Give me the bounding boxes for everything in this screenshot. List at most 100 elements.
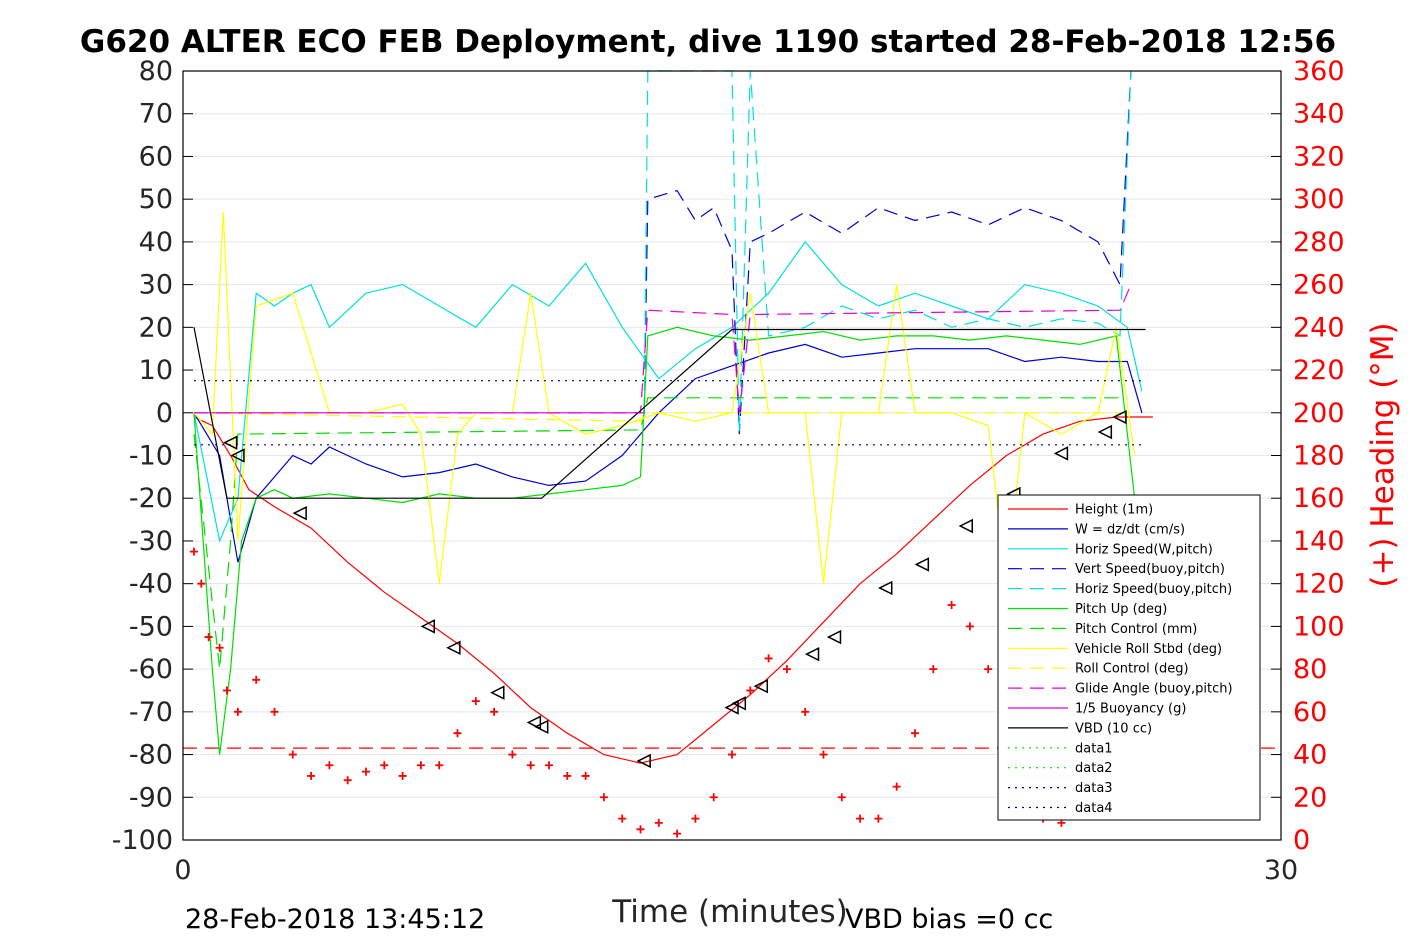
right-tick-label: 260	[1293, 270, 1345, 301]
right-axis-ticks: 3603403203002802602402202001801601401201…	[1293, 56, 1345, 856]
heading-marker	[471, 697, 480, 706]
triangle-marker	[958, 518, 973, 534]
right-tick-label: 340	[1293, 99, 1345, 130]
x-axis-label: Time (minutes)	[611, 894, 847, 930]
triangle-marker	[1112, 409, 1127, 425]
series-line-6	[193, 397, 1128, 670]
right-tick-label: 360	[1293, 56, 1345, 87]
legend-label-0: Height (1m)	[1075, 503, 1153, 518]
heading-marker	[435, 761, 444, 770]
triangle-marker	[230, 448, 245, 463]
heading-marker	[270, 707, 279, 716]
left-tick-label: 0	[156, 398, 173, 429]
right-tick-label: 240	[1293, 312, 1345, 343]
heading-marker	[508, 750, 517, 759]
heading-marker	[252, 675, 261, 684]
heading-marker	[189, 547, 198, 556]
heading-marker	[563, 771, 572, 780]
legend-label-15: data4	[1075, 801, 1113, 816]
heading-marker	[728, 750, 736, 759]
legend-label-4: Horiz Speed(buoy,pitch)	[1075, 582, 1232, 597]
heading-marker	[911, 729, 919, 738]
right-tick-label: 120	[1293, 569, 1345, 600]
heading-marker	[343, 776, 352, 785]
legend-label-13: data2	[1075, 761, 1113, 776]
left-tick-label: -60	[129, 654, 173, 685]
legend-label-6: Pitch Control (mm)	[1075, 622, 1197, 637]
heading-marker	[307, 771, 316, 780]
legend-label-12: data1	[1075, 741, 1113, 756]
heading-marker	[416, 761, 425, 770]
triangle-marker	[222, 435, 238, 450]
legend: Height (1m) W = dz/dt (cm/s) Horiz Speed(W…	[997, 494, 1261, 821]
left-tick-label: -80	[129, 740, 173, 771]
series-line-3	[643, 70, 1132, 435]
triangle-marker	[731, 696, 747, 711]
heading-marker	[837, 793, 846, 802]
legend-label-8: Roll Control (deg)	[1075, 662, 1189, 677]
plot-area	[182, 70, 1282, 841]
heading-marker	[490, 707, 499, 716]
right-axis-label: (+) Heading (°M)	[1365, 322, 1401, 587]
left-tick-label: -20	[129, 483, 173, 514]
series-line-9	[194, 284, 1132, 414]
heading-marker	[947, 601, 956, 610]
right-tick-label: 80	[1293, 654, 1327, 685]
heading-marker	[288, 750, 297, 759]
heading-marker	[984, 665, 993, 674]
triangle-marker	[878, 580, 893, 596]
footer-vbd-bias: VBD bias =0 cc	[845, 904, 1053, 935]
left-tick-label: 10	[139, 355, 173, 386]
heading-marker	[782, 665, 791, 674]
series-line-8	[193, 412, 1128, 422]
legend-label-11: VBD (10 cc)	[1075, 721, 1152, 736]
right-tick-label: 200	[1293, 398, 1345, 429]
legend-items: Height (1m) W = dz/dt (cm/s) Horiz Speed(W…	[1008, 503, 1233, 816]
left-tick-label: 50	[139, 184, 173, 215]
legend-label-2: Horiz Speed(W,pitch)	[1075, 542, 1213, 557]
series-line-0	[193, 416, 1153, 764]
right-tick-label: 280	[1293, 227, 1345, 258]
left-tick-label: 30	[139, 270, 173, 301]
heading-marker	[801, 707, 810, 716]
heading-marker	[636, 825, 645, 834]
x-tick-label: 30	[1264, 855, 1298, 886]
heading-marker	[618, 814, 627, 823]
heading-marker	[581, 771, 590, 780]
right-tick-label: 140	[1293, 526, 1345, 557]
legend-label-9: Glide Angle (buoy,pitch)	[1075, 682, 1233, 697]
heading-marker	[215, 643, 224, 652]
left-tick-label: 70	[139, 99, 173, 130]
left-tick-label: 40	[139, 227, 173, 258]
heading-marker	[204, 633, 213, 642]
left-tick-label: -30	[129, 526, 173, 557]
left-tick-label: -100	[112, 825, 173, 856]
heading-marker	[545, 761, 553, 770]
heading-marker	[599, 793, 608, 802]
triangle-marker	[636, 753, 651, 769]
triangle-marker	[724, 700, 739, 715]
triangle-marker	[526, 715, 542, 730]
plot-border	[182, 70, 1282, 841]
left-tick-label: 60	[139, 141, 173, 172]
right-tick-label: 0	[1293, 825, 1310, 856]
heading-marker	[892, 782, 901, 791]
heading-marker	[746, 686, 755, 695]
legend-label-14: data3	[1075, 781, 1113, 796]
triangle-marker	[534, 719, 549, 734]
right-tick-label: 220	[1293, 355, 1345, 386]
triangle-marker	[446, 640, 461, 655]
legend-label-7: Vehicle Roll Stbd (deg)	[1075, 642, 1222, 657]
triangle-marker	[420, 619, 435, 634]
triangle-marker	[1097, 424, 1113, 440]
markers-layer	[189, 409, 1127, 838]
heading-marker	[197, 579, 206, 588]
series-line-1	[193, 343, 1143, 563]
triangle-marker	[292, 505, 307, 521]
legend-label-5: Pitch Up (deg)	[1075, 602, 1167, 617]
triangle-marker	[804, 646, 820, 662]
heading-marker	[526, 761, 535, 770]
legend-label-10: 1/5 Buoyancy (g)	[1075, 702, 1186, 717]
heading-marker	[222, 686, 231, 695]
